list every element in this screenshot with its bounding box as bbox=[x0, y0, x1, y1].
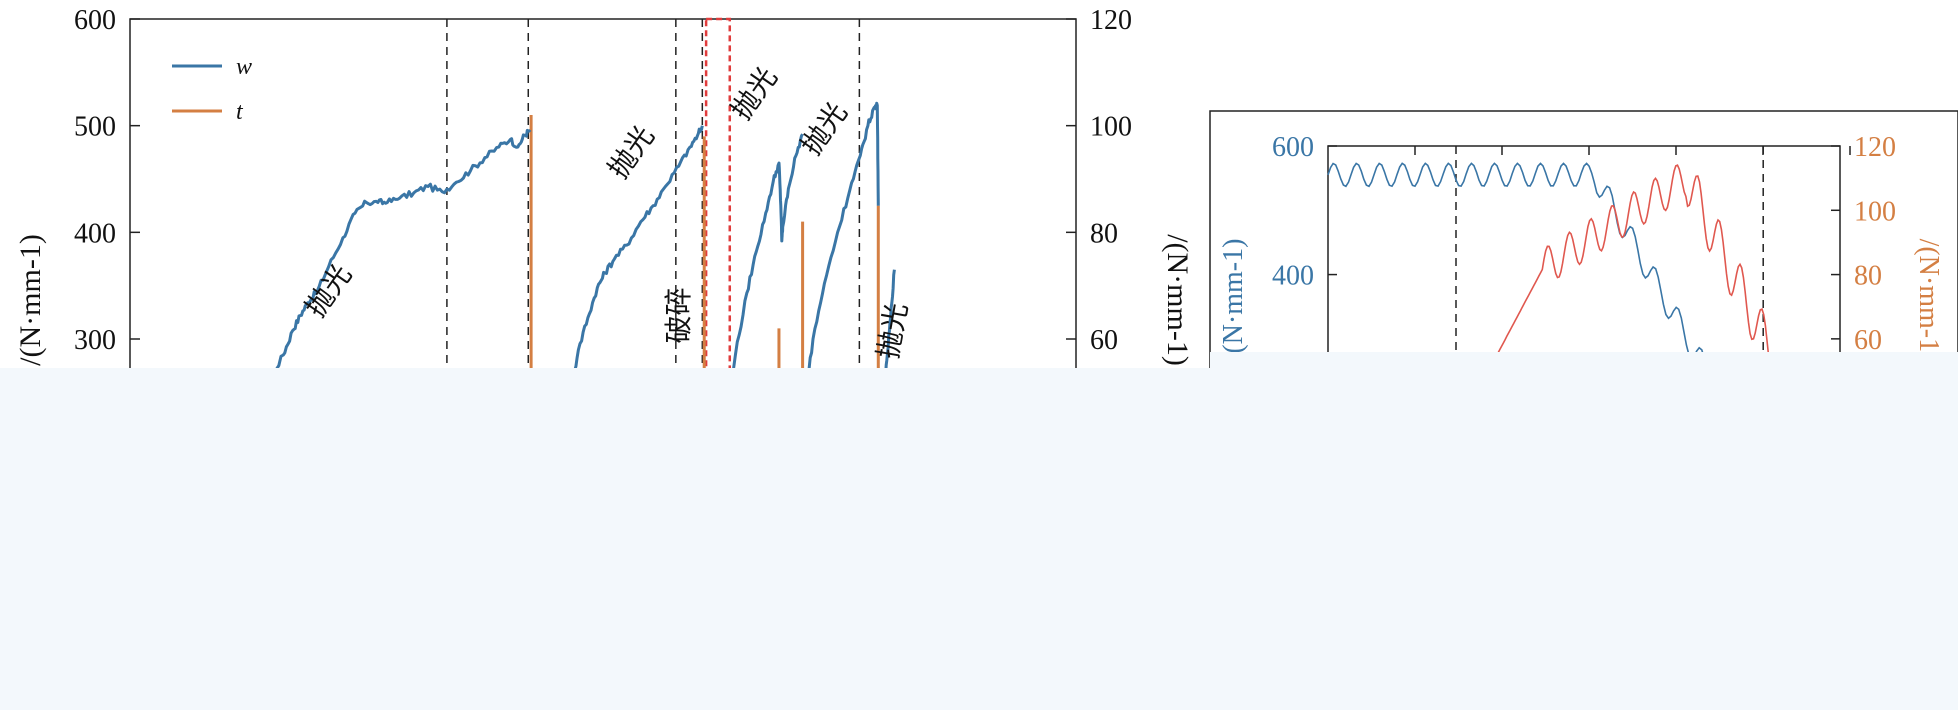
main-right-axis-ticks: 60 80 100 120 bbox=[1066, 5, 1132, 356]
main-right-tick-label: 60 bbox=[1090, 325, 1118, 356]
inset-right-tick-label: 120 bbox=[1854, 132, 1896, 163]
main-right-tick-label: 80 bbox=[1090, 218, 1118, 249]
annotation-label: 破碎 bbox=[663, 287, 695, 343]
series-w-line bbox=[562, 125, 704, 420]
blank-panel bbox=[0, 368, 1958, 710]
annotation-label: 抛光 bbox=[725, 62, 783, 126]
series-w-line bbox=[803, 101, 880, 404]
annotation-label: 抛光 bbox=[300, 259, 358, 323]
main-dashed-markers bbox=[446, 19, 861, 419]
legend-label-t: t bbox=[236, 99, 244, 125]
main-left-tick-label: 500 bbox=[74, 112, 116, 143]
highlight-box bbox=[704, 17, 732, 421]
annotation-label: 抛光 bbox=[795, 97, 853, 161]
inset-left-tick-label: 600 bbox=[1272, 132, 1314, 163]
inset-y-axis-label: /(N·mm-1) bbox=[1218, 239, 1249, 362]
inset-blue-line bbox=[1327, 162, 1729, 401]
inset-series bbox=[1327, 162, 1807, 409]
series-w-line bbox=[723, 133, 804, 414]
main-left-tick-label: 600 bbox=[74, 5, 116, 36]
legend-label-w: w bbox=[236, 54, 252, 80]
series-w-line bbox=[251, 128, 532, 399]
main-plot-frame bbox=[129, 18, 1077, 420]
inset-dashed-markers bbox=[1455, 146, 1764, 366]
blank-panel-strip bbox=[1210, 352, 1958, 372]
inset-right-tick-label: 60 bbox=[1854, 325, 1882, 356]
inset-right-axis-ticks: 60 80 100 120 bbox=[1831, 132, 1896, 356]
inset-outer-border bbox=[1209, 110, 1958, 372]
inset-red-line bbox=[1470, 164, 1807, 409]
main-left-tick-label: 400 bbox=[74, 218, 116, 249]
inset-right-tick-label: 80 bbox=[1854, 261, 1882, 292]
main-right-tick-label: 120 bbox=[1090, 5, 1132, 36]
legend: w t bbox=[172, 54, 252, 125]
main-y-axis-label: /(N·mm-1) bbox=[14, 234, 47, 366]
annotation-label: 抛光 bbox=[602, 120, 660, 184]
main-right-y-axis-label: /(N·mm-1) bbox=[1161, 234, 1194, 366]
main-right-tick-label: 100 bbox=[1090, 112, 1132, 143]
main-left-axis-ticks: 300 400 500 600 bbox=[74, 5, 140, 356]
inset-left-tick-label: 400 bbox=[1272, 261, 1314, 292]
inset-left-axis-ticks: 400 600 bbox=[1272, 132, 1337, 292]
main-left-tick-label: 300 bbox=[74, 325, 116, 356]
inset-right-y-axis-label: /(N·mm-1) bbox=[1913, 239, 1944, 362]
inset-right-tick-label: 100 bbox=[1854, 196, 1896, 227]
inset-chart: 400 600 60 80 100 120 /(N·mm-1) /(N·mm-1) bbox=[1209, 110, 1958, 409]
